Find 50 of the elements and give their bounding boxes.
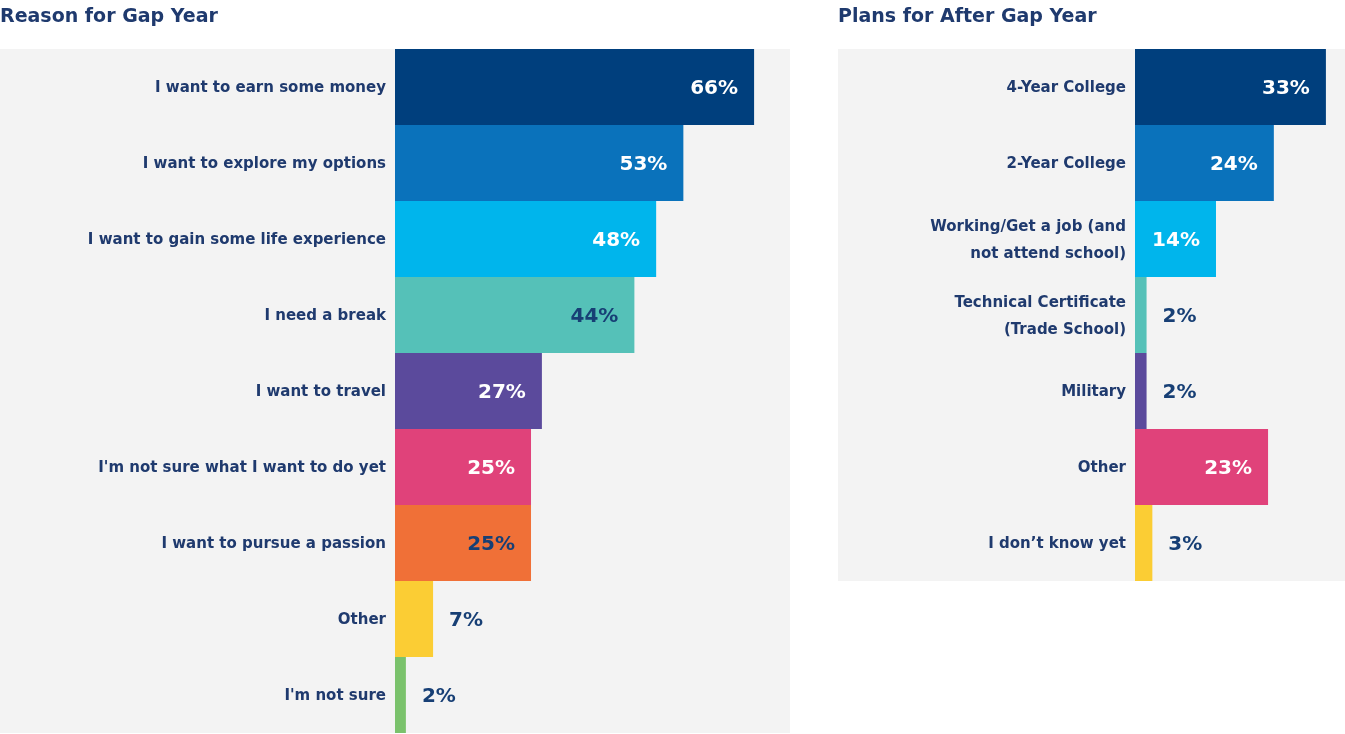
y-tick-label: Military xyxy=(1061,382,1127,400)
bar xyxy=(1135,49,1326,125)
data-label: 2% xyxy=(421,683,456,707)
data-label: 33% xyxy=(1262,75,1310,99)
y-tick-label: I'm not sure xyxy=(284,686,386,704)
data-label: 25% xyxy=(467,531,516,555)
bar xyxy=(1135,201,1216,277)
y-tick-label: Other xyxy=(1077,458,1127,476)
bar xyxy=(1135,505,1153,581)
data-label: 2% xyxy=(1162,379,1197,403)
data-label: 66% xyxy=(690,75,739,99)
data-label: 25% xyxy=(467,455,516,479)
bar xyxy=(395,353,542,429)
bar xyxy=(395,505,532,581)
text: Reason for Gap Year xyxy=(0,3,219,28)
y-tick-label: Working/Get a job (and not attend school) xyxy=(930,216,1126,262)
data-label: 48% xyxy=(592,227,641,251)
y-tick-label: I need a break xyxy=(264,306,388,324)
y-tick-label: Technical Certificate (Trade School) xyxy=(954,292,1126,338)
bar xyxy=(395,125,684,201)
bar xyxy=(1135,353,1147,429)
text: Plans for After Gap Year xyxy=(838,3,1098,28)
y-tick-label: I want to pursue a passion xyxy=(161,534,386,552)
y-tick-label: I don’t know yet xyxy=(988,534,1126,552)
data-label: 14% xyxy=(1152,227,1200,251)
bar xyxy=(395,429,532,505)
data-label: 27% xyxy=(478,379,526,403)
bar xyxy=(395,201,657,277)
data-label: 23% xyxy=(1204,455,1253,479)
bar xyxy=(1135,429,1269,505)
data-label: 53% xyxy=(619,151,668,175)
bar xyxy=(1135,277,1147,353)
data-label: 24% xyxy=(1209,151,1258,175)
y-tick-label: I'm not sure what I want to do yet xyxy=(98,458,386,476)
y-tick-label: Other xyxy=(337,610,387,628)
bar xyxy=(395,657,406,733)
y-tick-label: 4-Year College xyxy=(1006,78,1126,96)
data-label: 7% xyxy=(449,607,484,631)
y-tick-label: I want to explore my options xyxy=(142,154,387,172)
bar xyxy=(395,581,434,657)
data-label: 3% xyxy=(1168,531,1203,555)
data-label: 2% xyxy=(1162,303,1197,327)
y-tick-label: I want to travel xyxy=(255,382,386,400)
y-tick-label: 2-Year College xyxy=(1006,154,1126,172)
y-tick-label: I want to earn some money xyxy=(155,78,387,96)
bar xyxy=(395,277,635,353)
bar xyxy=(395,49,755,125)
y-tick-label: I want to gain some life experience xyxy=(87,230,386,248)
data-label: 44% xyxy=(570,303,619,327)
bar xyxy=(1135,125,1274,201)
